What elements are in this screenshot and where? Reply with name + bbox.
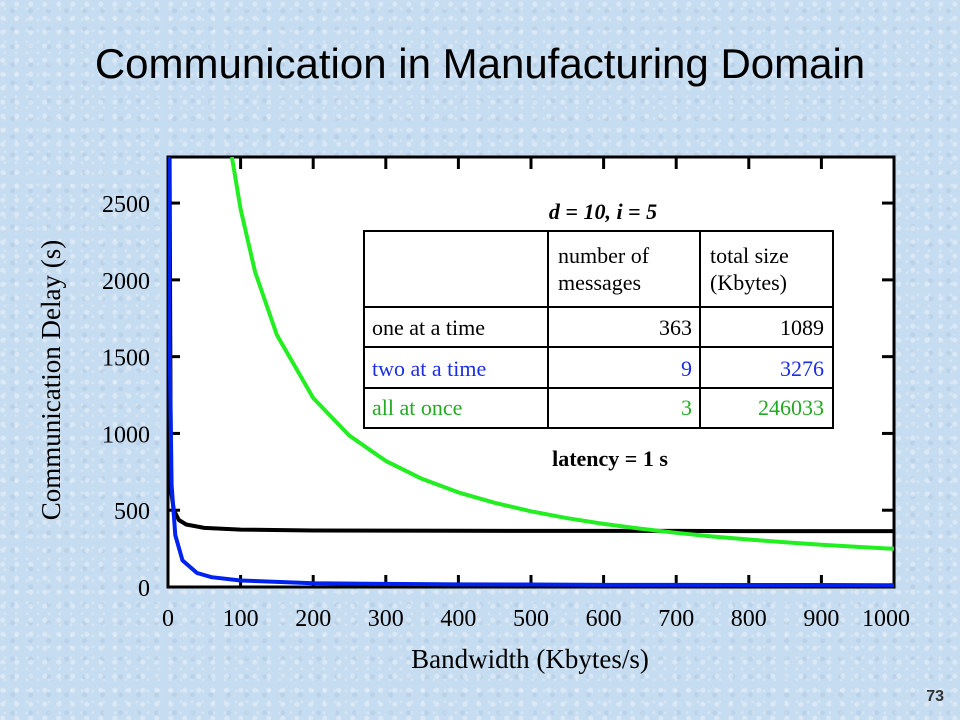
y-tick-labels: 0 500 1000 1500 2000 2500 [102,192,150,602]
page-number: 73 [926,688,944,705]
table-cell-messages: 3 [681,395,692,420]
x-tick-label: 200 [295,606,331,632]
table-cell-messages: 363 [659,315,692,340]
y-axis-label: Communication Delay (s) [36,240,66,520]
x-axis-label: Bandwidth (Kbytes/s) [411,644,649,674]
x-tick-label: 800 [731,606,767,632]
table-row-label: all at once [372,395,462,420]
x-tick-label: 900 [803,606,839,632]
table-cell-size: 1089 [780,315,824,340]
table-cell-size: 246033 [758,395,824,420]
latency-annotation: latency = 1 s [552,446,668,471]
x-tick-label: 1000 [862,606,910,632]
table-header-size-line1: total size (Kbytes) [710,243,789,295]
slide-title: Communication in Manufacturing Domain [94,40,866,87]
x-tick-label: 600 [586,606,622,632]
x-tick-label: 700 [658,606,694,632]
table-row-label: two at a time [372,356,486,381]
series-line-1 [168,157,894,587]
message-table: number of messages total size (Kbytes) one… [363,230,834,429]
table-header-messages-line1: number of messages [558,243,650,295]
params-annotation: d = 10, i = 5 [549,199,657,224]
series-line-0 [168,157,894,534]
x-tick-label: 0 [162,606,174,632]
table-cell-size: 3276 [780,356,824,381]
y-tick-label: 500 [114,499,150,525]
x-tick-label: 100 [223,606,259,632]
x-tick-label: 500 [513,606,549,632]
table-row-label: one at a time [372,315,485,340]
x-tick-label: 300 [368,606,404,632]
y-tick-label: 1000 [102,422,150,448]
table-cell-messages: 9 [681,356,692,381]
y-tick-label: 0 [138,576,150,602]
x-tick-labels: 0 100 200 300 400 500 600 700 800 900 1000 [162,606,910,632]
series-lines [168,157,894,587]
series-line-2 [229,157,894,551]
y-tick-label: 2500 [102,192,150,218]
y-tick-label: 2000 [102,269,150,295]
y-tick-label: 1500 [102,346,150,372]
x-tick-label: 400 [440,606,476,632]
